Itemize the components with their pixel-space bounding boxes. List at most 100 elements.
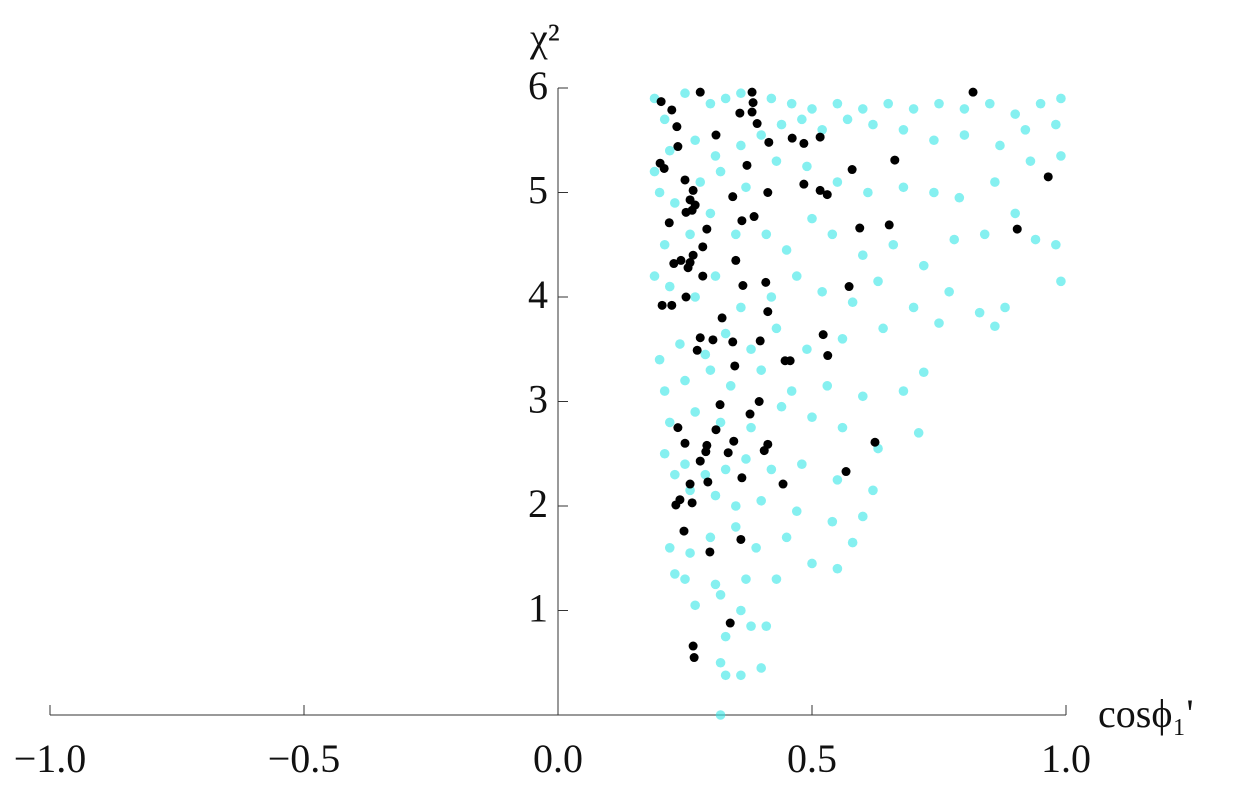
x-tick-label: −0.5	[268, 736, 341, 781]
point	[692, 345, 702, 355]
point	[807, 412, 817, 422]
point	[659, 163, 669, 173]
point	[745, 409, 755, 419]
point	[822, 381, 833, 391]
point	[1035, 98, 1046, 109]
point	[659, 448, 670, 459]
point	[754, 397, 764, 406]
point	[815, 185, 825, 195]
point	[752, 119, 762, 129]
point	[807, 213, 817, 224]
point	[680, 375, 690, 386]
point	[736, 670, 746, 681]
point	[756, 495, 766, 506]
point	[695, 177, 706, 187]
point	[884, 220, 894, 230]
point	[1056, 93, 1066, 104]
point	[755, 336, 765, 346]
point	[817, 125, 827, 135]
point	[791, 506, 802, 517]
point	[799, 138, 809, 148]
point	[1043, 172, 1053, 182]
point	[763, 188, 773, 197]
point	[690, 292, 700, 302]
point	[818, 330, 828, 340]
point	[908, 104, 919, 114]
point	[654, 354, 665, 365]
point	[664, 281, 675, 292]
point	[688, 185, 698, 195]
point	[695, 456, 705, 466]
point	[685, 479, 695, 489]
point	[746, 621, 756, 631]
point	[659, 239, 670, 250]
point	[878, 323, 888, 334]
point	[698, 242, 708, 252]
point	[700, 349, 711, 360]
point	[675, 495, 685, 505]
point	[688, 641, 698, 651]
point	[776, 401, 787, 412]
point	[759, 446, 769, 456]
y-tick-label: 6	[528, 63, 548, 108]
point	[1020, 125, 1031, 135]
point	[705, 98, 716, 109]
y-tick-label: 3	[528, 377, 548, 422]
point	[649, 166, 660, 177]
point	[670, 569, 680, 579]
point	[676, 255, 686, 265]
point	[679, 526, 689, 536]
point	[781, 245, 792, 255]
point	[847, 537, 858, 548]
point	[746, 422, 756, 433]
point	[847, 165, 857, 175]
point	[698, 271, 708, 281]
x-tick-label: 0.0	[533, 736, 583, 781]
point	[807, 104, 817, 114]
point	[667, 105, 677, 115]
point	[771, 574, 782, 584]
point	[995, 140, 1005, 151]
point	[756, 130, 766, 140]
point	[959, 104, 970, 114]
point	[842, 114, 853, 125]
point	[737, 473, 747, 483]
point	[731, 501, 741, 511]
point	[749, 212, 759, 222]
point	[723, 448, 733, 458]
point	[832, 475, 843, 485]
point	[649, 271, 660, 281]
point	[873, 276, 883, 287]
point	[710, 271, 721, 281]
y-tick-label: 2	[528, 481, 548, 526]
point	[934, 318, 944, 328]
point	[1010, 109, 1020, 119]
point	[673, 423, 683, 433]
point	[720, 464, 731, 475]
point	[1051, 239, 1061, 250]
point	[705, 547, 715, 557]
point	[746, 344, 756, 355]
x-tick-label: −1.0	[14, 736, 87, 781]
point	[815, 132, 825, 142]
point	[741, 454, 751, 464]
y-tick-label: 5	[528, 168, 548, 213]
point	[1030, 234, 1041, 245]
point	[736, 88, 746, 99]
point	[949, 234, 960, 245]
point	[858, 511, 868, 522]
point	[680, 574, 690, 584]
point	[771, 156, 782, 166]
point	[669, 259, 679, 269]
point	[799, 179, 809, 189]
point	[736, 534, 746, 544]
point	[858, 250, 868, 260]
point	[689, 653, 699, 663]
point	[786, 98, 797, 109]
point	[730, 361, 740, 371]
point	[673, 142, 683, 152]
point	[890, 155, 900, 165]
point	[703, 477, 713, 487]
point	[974, 307, 985, 318]
point	[656, 97, 666, 107]
